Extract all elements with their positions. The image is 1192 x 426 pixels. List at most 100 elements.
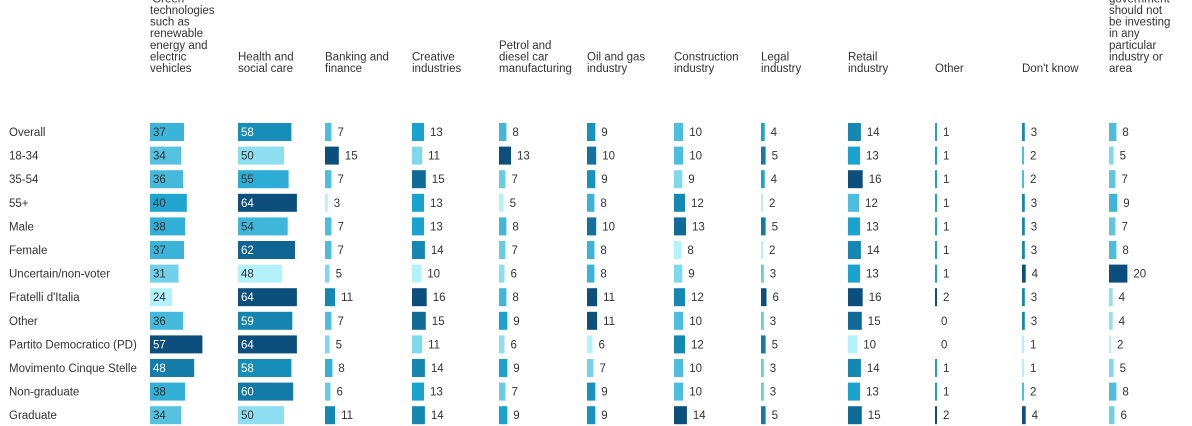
row-label-fratelli-d-italia: Fratelli d'Italia — [9, 292, 80, 304]
cell-bar — [587, 123, 596, 141]
cell-bar — [587, 193, 595, 212]
column-header-legal-industry: Legal industry — [761, 51, 802, 75]
cell-bar — [412, 123, 424, 141]
cell-bar — [499, 359, 508, 377]
cell-bar — [1109, 217, 1116, 236]
cell-bar — [499, 146, 511, 165]
cell-value: 13 — [430, 387, 443, 399]
cell-value: 13 — [430, 221, 443, 233]
cell-bar — [325, 146, 339, 165]
cell-bar — [150, 241, 184, 259]
cell-value: 9 — [688, 174, 694, 186]
cell-bar — [325, 193, 328, 212]
cell-bar — [935, 359, 937, 377]
cell-value: 9 — [513, 410, 519, 422]
cell-bar — [499, 264, 505, 283]
cell-value: 11 — [341, 410, 353, 422]
cell-bar — [674, 241, 682, 259]
cell-value: 0 — [941, 316, 947, 328]
cell-bar — [761, 382, 764, 401]
cell-bar — [674, 335, 685, 354]
cell-bar — [412, 382, 424, 401]
cell-bar — [935, 217, 937, 236]
cell-bar — [1022, 335, 1024, 354]
cell-value: 6 — [773, 292, 779, 304]
cell-bar — [1022, 170, 1024, 189]
cell-value: 34 — [153, 410, 166, 422]
cell-bar — [1109, 241, 1117, 259]
cell-bar — [325, 264, 330, 283]
cell-value: 3 — [1031, 221, 1037, 233]
cell-bar — [1109, 170, 1116, 189]
cell-value: 9 — [513, 316, 519, 328]
cell-value: 8 — [1122, 387, 1128, 399]
cell-bar — [848, 217, 860, 236]
cell-value: 15 — [432, 316, 445, 328]
cell-value: 6 — [1121, 410, 1127, 422]
cell-value: 2 — [1117, 339, 1123, 351]
cell-bar — [499, 217, 507, 236]
row-label-female: Female — [9, 245, 47, 257]
cell-bar — [325, 123, 332, 141]
cell-value: 13 — [866, 269, 879, 281]
row-label-movimento-cinque-stelle: Movimento Cinque Stelle — [9, 363, 137, 375]
cell-value: 13 — [517, 151, 530, 163]
cell-value: 5 — [1120, 151, 1126, 163]
cell-value: 0 — [941, 339, 947, 351]
cell-value: 10 — [863, 339, 876, 351]
cell-bar — [674, 217, 686, 236]
column-header-banking-and-finance: Banking and finance — [325, 51, 389, 75]
cell-bar — [1022, 382, 1024, 401]
cell-bar — [848, 146, 860, 165]
column-header-construction-industry: Construction industry — [674, 51, 739, 75]
cell-value: 8 — [600, 245, 606, 257]
cell-value: 3 — [1031, 127, 1037, 139]
cell-bar — [587, 335, 593, 354]
cell-bar — [1109, 288, 1113, 307]
cell-bar — [761, 123, 765, 141]
cell-bar — [761, 311, 764, 330]
cell-bar — [761, 170, 765, 189]
cell-value: 13 — [692, 221, 705, 233]
cell-value: 5 — [772, 339, 778, 351]
cell-value: 1 — [943, 174, 949, 186]
cell-value: 8 — [1122, 127, 1128, 139]
cell-value: 62 — [241, 245, 254, 257]
column-header-oil-and-gas-industry: Oil and gas industry — [587, 51, 645, 75]
cell-value: 11 — [428, 339, 440, 351]
cell-value: 3 — [770, 269, 776, 281]
cell-bar — [238, 217, 288, 236]
cell-bar — [674, 359, 684, 377]
cell-bar — [150, 359, 195, 377]
cell-value: 5 — [772, 151, 778, 163]
column-header-retail-industry: Retail industry — [848, 51, 889, 75]
cell-bar — [587, 170, 596, 189]
row-label-overall: Overall — [9, 127, 45, 139]
cell-bar — [1022, 241, 1025, 259]
cell-bar — [587, 264, 595, 283]
cell-bar — [848, 170, 863, 189]
cell-value: 7 — [511, 245, 517, 257]
cell-bar — [499, 193, 504, 212]
cell-value: 9 — [688, 269, 694, 281]
cell-bar — [499, 382, 506, 401]
cell-bar — [848, 382, 860, 401]
cell-bar — [150, 217, 185, 236]
cell-bar — [325, 382, 331, 401]
row-label-other: Other — [9, 316, 38, 328]
cell-value: 15 — [868, 316, 881, 328]
cell-value: 14 — [867, 127, 880, 139]
column-header-not-applicable-the-government-: Notapplicable -thegovernmentshould notbe… — [1109, 0, 1171, 75]
row-label-partito-democratico-pd: Partito Democratico (PD) — [9, 339, 137, 351]
cell-bar — [325, 170, 332, 189]
cell-value: 8 — [687, 245, 693, 257]
cell-bar — [150, 406, 182, 425]
cell-bar — [238, 146, 284, 165]
cell-value: 9 — [601, 174, 607, 186]
cell-bar — [587, 311, 598, 330]
cell-bar — [412, 170, 426, 189]
cell-value: 6 — [511, 269, 517, 281]
cell-value: 2 — [1030, 151, 1036, 163]
cell-value: 4 — [1032, 410, 1039, 422]
